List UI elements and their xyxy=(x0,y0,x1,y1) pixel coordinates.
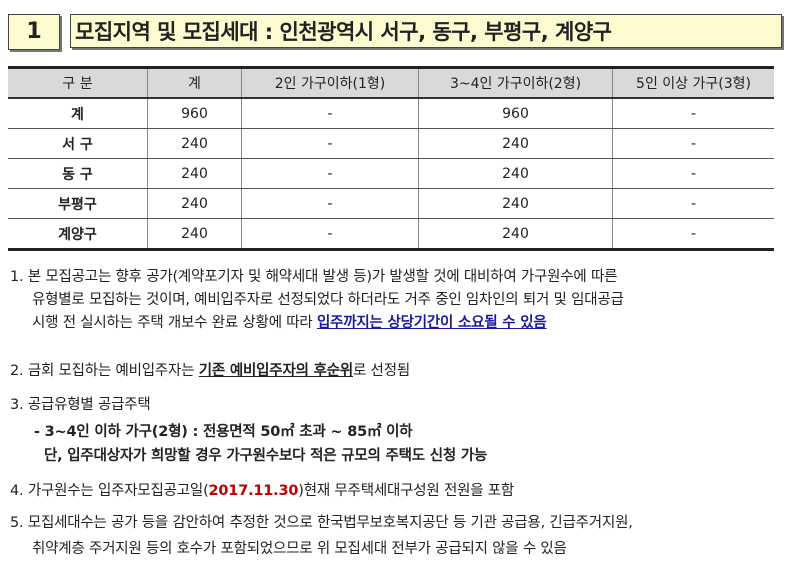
table-row: 부평구 240-240- xyxy=(8,188,774,219)
note-2-emphasis: 기존 예비입주자의 후순위 xyxy=(198,363,353,379)
col-header: 3~4인 가구이하(2형) xyxy=(418,66,613,99)
table-row: 계 960-960- xyxy=(8,98,774,129)
note-4-text: 4. 가구원수는 입주자모집공고일( xyxy=(10,483,209,499)
note-5-line-1: 5. 모집세대수는 공가 등을 감안하여 추정한 것으로 한국법무보호복지공단 … xyxy=(10,515,633,531)
table-cell: 240 xyxy=(147,218,242,251)
table-row: 서 구 240-240- xyxy=(8,128,774,159)
table-cell: 240 xyxy=(147,188,242,219)
section-number: 1 xyxy=(8,14,60,50)
table-cell: - xyxy=(612,188,774,219)
table-cell: - xyxy=(612,128,774,159)
table-row: 동 구 240-240- xyxy=(8,158,774,189)
note-3: 3. 공급유형별 공급주택 xyxy=(10,397,151,413)
note-2: 2. 금회 모집하는 예비입주자는 기존 예비입주자의 후순위로 선정됨 xyxy=(10,359,410,380)
note-1-line-2: 유형별로 모집하는 것이며, 예비입주자로 선정되었다 하더라도 거주 중인 임… xyxy=(32,292,624,308)
note-4: 4. 가구원수는 입주자모집공고일(2017.11.30)현재 무주택세대구성원… xyxy=(10,479,514,500)
table-cell: - xyxy=(612,98,774,129)
col-header: 구 분 xyxy=(8,66,148,99)
note-2-suffix: 로 선정됨 xyxy=(353,363,410,379)
table-cell: - xyxy=(241,128,419,159)
table-cell: 240 xyxy=(418,218,613,251)
table-header-row: 구 분 계 2인 가구이하(1형) 3~4인 가구이하(2형) 5인 이상 가구… xyxy=(8,66,774,99)
note-2-text: 2. 금회 모집하는 예비입주자는 xyxy=(10,363,199,379)
row-label: 동 구 xyxy=(8,158,148,189)
recruitment-table: 구 분 계 2인 가구이하(1형) 3~4인 가구이하(2형) 5인 이상 가구… xyxy=(8,66,774,251)
table-cell: - xyxy=(241,98,419,129)
note-4-suffix: )현재 무주택세대구성원 전원을 포함 xyxy=(298,483,515,499)
note-1-emphasis: 입주까지는 상당기간이 소요될 수 있음 xyxy=(316,315,547,331)
note-1-line-3: 시행 전 실시하는 주택 개보수 완료 상황에 따라 입주까지는 상당기간이 소… xyxy=(32,311,547,332)
table-cell: 960 xyxy=(418,98,613,129)
table-cell: 240 xyxy=(418,158,613,189)
note-1-text: 시행 전 실시하는 주택 개보수 완료 상황에 따라 xyxy=(32,315,317,331)
table-cell: - xyxy=(241,188,419,219)
row-label: 계 xyxy=(8,98,148,129)
note-3-sub-1: - 3~4인 이하 가구(2형) : 전용면적 50㎡ 초과 ~ 85㎡ 이하 xyxy=(34,424,413,440)
section-title: 모집지역 및 모집세대 : 인천광역시 서구, 동구, 부평구, 계양구 xyxy=(70,14,782,48)
note-1-line-1: 1. 본 모집공고는 향후 공가(계약포기자 및 해약세대 발생 등)가 발생할… xyxy=(10,269,618,285)
row-label: 부평구 xyxy=(8,188,148,219)
table-cell: 240 xyxy=(147,128,242,159)
table-cell: - xyxy=(612,158,774,189)
note-5-line-2: 취약계층 주거지원 등의 호수가 포함되었으므로 위 모집세대 전부가 공급되지… xyxy=(32,541,567,557)
table-cell: 240 xyxy=(418,188,613,219)
note-3-sub-2: 단, 입주대상자가 희망할 경우 가구원수보다 적은 규모의 주택도 신청 가능 xyxy=(44,448,488,464)
table-cell: - xyxy=(241,218,419,251)
row-label: 계양구 xyxy=(8,218,148,251)
table-cell: 240 xyxy=(418,128,613,159)
table-cell: 960 xyxy=(147,98,242,129)
row-label: 서 구 xyxy=(8,128,148,159)
col-header: 5인 이상 가구(3형) xyxy=(612,66,774,99)
col-header: 계 xyxy=(147,66,242,99)
note-4-date: 2017.11.30 xyxy=(208,483,299,499)
table-cell: - xyxy=(241,158,419,189)
table-cell: 240 xyxy=(147,158,242,189)
table-row: 계양구 240-240- xyxy=(8,218,774,251)
col-header: 2인 가구이하(1형) xyxy=(241,66,419,99)
table-cell: - xyxy=(612,218,774,251)
